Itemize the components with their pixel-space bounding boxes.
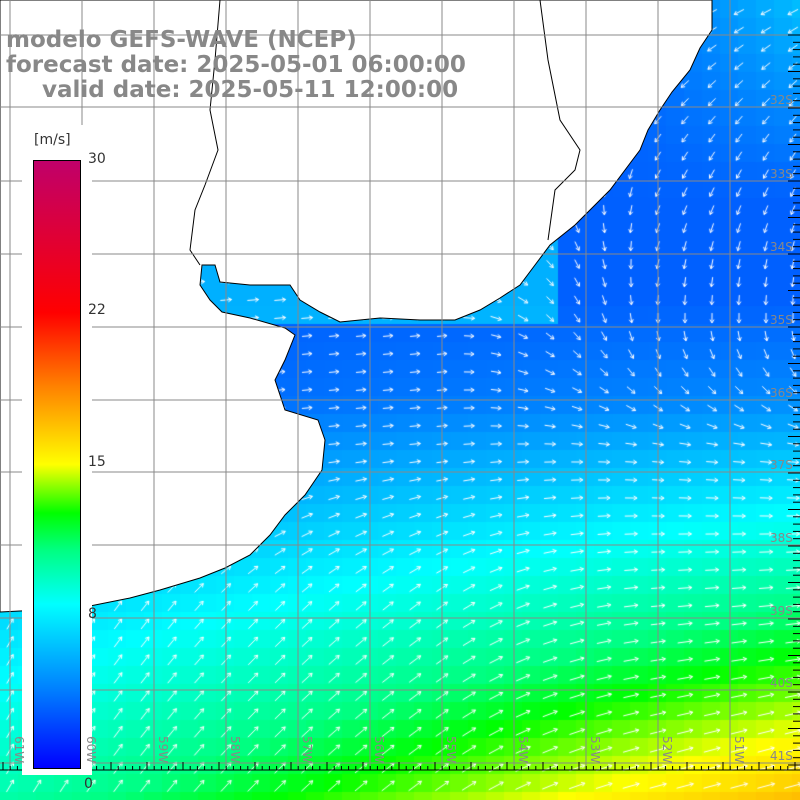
lat-label: 36S: [770, 386, 793, 400]
lon-label: 55W: [444, 736, 458, 764]
lat-label: 33S: [770, 167, 793, 181]
lon-label: 53W: [588, 736, 602, 764]
lat-label: 34S: [770, 240, 793, 254]
lon-label: 52W: [660, 736, 674, 764]
land-mass: [0, 0, 713, 613]
colorbar-label-0: 0: [84, 776, 93, 792]
estuary-coast: [539, 0, 581, 241]
lon-label: 57W: [300, 736, 314, 764]
title-forecast-date: forecast date: 2025-05-01 06:00:00: [6, 52, 466, 78]
lon-label: 61W: [12, 736, 26, 764]
axis-ticks: [0, 34, 800, 771]
title-model: modelo GEFS-WAVE (NCEP): [6, 27, 357, 53]
colorbar-label-15: 15: [88, 454, 106, 470]
lat-label: 38S: [770, 531, 793, 545]
colorbar: [33, 160, 81, 769]
lon-label: 51W: [732, 736, 746, 764]
colorbar-unit: [m/s]: [34, 132, 71, 148]
lat-label: 40S: [770, 676, 793, 690]
colorbar-label-30: 30: [88, 151, 106, 167]
lat-label: 39S: [770, 604, 793, 618]
colorbar-label-8: 8: [88, 606, 97, 622]
river-line: [189, 0, 221, 266]
lon-label: 58W: [228, 736, 242, 764]
lat-label: 32S: [770, 93, 793, 107]
lon-label: 59W: [156, 736, 170, 764]
lon-label: 60W: [84, 736, 98, 764]
graticule: [0, 0, 800, 770]
lon-label: 54W: [516, 736, 530, 764]
lat-label: 41S: [770, 749, 793, 763]
lon-label: 56W: [372, 736, 386, 764]
title-valid-date: valid date: 2025-05-11 12:00:00: [42, 77, 459, 103]
lat-label: 37S: [770, 458, 793, 472]
lat-label: 35S: [770, 313, 793, 327]
colorbar-label-22: 22: [88, 302, 106, 318]
